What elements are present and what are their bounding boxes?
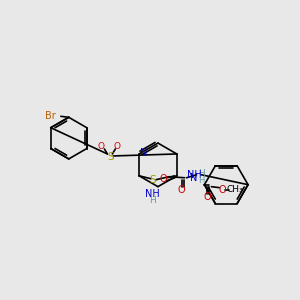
Text: N: N xyxy=(140,148,148,158)
Text: O: O xyxy=(98,142,105,151)
Text: Br: Br xyxy=(45,111,56,121)
Text: S: S xyxy=(107,152,114,162)
Text: O: O xyxy=(204,192,211,202)
Text: H: H xyxy=(198,176,205,185)
Text: O: O xyxy=(218,184,226,195)
Text: N: N xyxy=(190,173,197,183)
Text: NH: NH xyxy=(145,189,159,199)
Text: H: H xyxy=(150,196,156,205)
Text: NH: NH xyxy=(187,170,202,180)
Text: O: O xyxy=(159,174,167,184)
Text: H: H xyxy=(199,169,205,178)
Text: O: O xyxy=(178,184,185,195)
Text: S: S xyxy=(150,175,156,185)
Text: O: O xyxy=(114,142,121,151)
Text: CH₃: CH₃ xyxy=(227,185,244,194)
